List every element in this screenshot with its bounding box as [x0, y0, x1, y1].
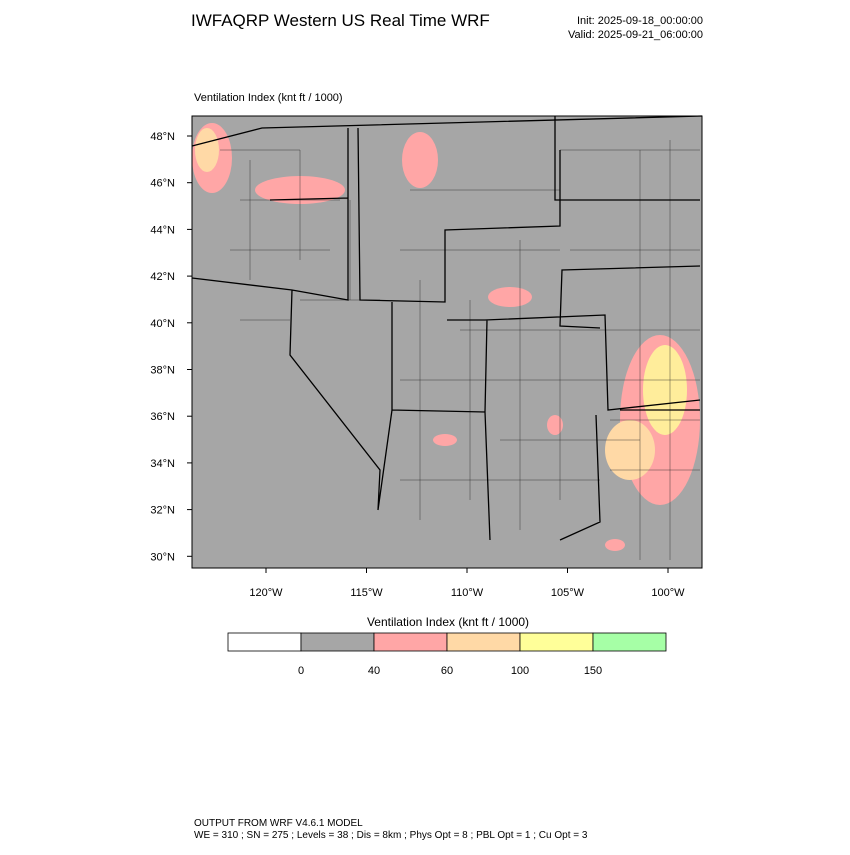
- lat-label: 42°N: [150, 271, 175, 283]
- lon-label: 105°W: [551, 587, 585, 599]
- colorbar-label: 60: [441, 665, 453, 677]
- colorbar-box: [592, 632, 667, 652]
- lat-label: 36°N: [150, 411, 175, 423]
- lat-label: 32°N: [150, 505, 175, 517]
- colorbar-label: 40: [368, 665, 380, 677]
- footer-line: WE = 310 ; SN = 275 ; Levels = 38 ; Dis …: [194, 830, 588, 841]
- colorbar-box: [373, 632, 448, 652]
- lat-label: 40°N: [150, 318, 175, 330]
- colorbar-title: Ventilation Index (knt ft / 1000): [367, 615, 529, 629]
- colorbar-box: [227, 632, 302, 652]
- lat-label: 30°N: [150, 551, 175, 563]
- lat-label: 38°N: [150, 365, 175, 377]
- lon-label: 120°W: [249, 587, 283, 599]
- footer-line: OUTPUT FROM WRF V4.6.1 MODEL: [194, 818, 363, 829]
- valid-time: Valid: 2025-09-21_06:00:00: [568, 29, 703, 41]
- lat-label: 46°N: [150, 178, 175, 190]
- colorbar-box: [446, 632, 521, 652]
- colorbar-box: [519, 632, 594, 652]
- init-time: Init: 2025-09-18_00:00:00: [577, 15, 703, 27]
- colorbar-box: [300, 632, 375, 652]
- lat-label: 44°N: [150, 224, 175, 236]
- title: IWFAQRP Western US Real Time WRF: [191, 11, 490, 30]
- lat-label: 34°N: [150, 458, 175, 470]
- lon-label: 110°W: [451, 587, 484, 599]
- colorbar-label: 100: [511, 665, 529, 677]
- lon-label: 100°W: [651, 587, 685, 599]
- map-subtitle: Ventilation Index (knt ft / 1000): [194, 92, 343, 104]
- lat-label: 48°N: [150, 131, 175, 143]
- colorbar-label: 150: [584, 665, 602, 677]
- map: [191, 115, 703, 569]
- lon-label: 115°W: [350, 587, 383, 599]
- colorbar-label: 0: [298, 665, 304, 677]
